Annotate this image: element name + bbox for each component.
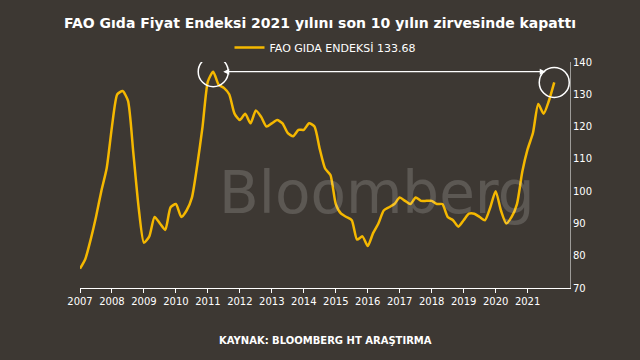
svg-text:2011: 2011 xyxy=(195,296,220,307)
svg-text:2016: 2016 xyxy=(355,296,380,307)
svg-text:2008: 2008 xyxy=(99,296,124,307)
svg-text:2021: 2021 xyxy=(515,296,540,307)
svg-text:2020: 2020 xyxy=(483,296,508,307)
svg-text:130: 130 xyxy=(573,89,592,100)
svg-text:2009: 2009 xyxy=(131,296,156,307)
svg-text:2018: 2018 xyxy=(419,296,444,307)
svg-text:120: 120 xyxy=(573,121,592,132)
svg-text:FAO Gıda Fiyat Endeksi 2021 yı: FAO Gıda Fiyat Endeksi 2021 yılını son 1… xyxy=(64,15,576,31)
svg-text:2012: 2012 xyxy=(227,296,252,307)
svg-text:2017: 2017 xyxy=(387,296,412,307)
svg-text:70: 70 xyxy=(573,283,586,294)
svg-text:2014: 2014 xyxy=(291,296,316,307)
svg-text:140: 140 xyxy=(573,57,592,68)
svg-text:KAYNAK: BLOOMBERG HT ARAŞTIRMA: KAYNAK: BLOOMBERG HT ARAŞTIRMA xyxy=(219,335,432,346)
svg-text:2019: 2019 xyxy=(451,296,476,307)
svg-text:Bloomberg: Bloomberg xyxy=(219,159,535,227)
svg-text:110: 110 xyxy=(573,153,592,164)
svg-text:2010: 2010 xyxy=(163,296,188,307)
svg-text:2007: 2007 xyxy=(67,296,92,307)
svg-text:2013: 2013 xyxy=(259,296,284,307)
svg-text:90: 90 xyxy=(573,218,586,229)
svg-text:2015: 2015 xyxy=(323,296,348,307)
svg-text:80: 80 xyxy=(573,250,586,261)
svg-text:100: 100 xyxy=(573,186,592,197)
svg-text:FAO GIDA ENDEKSİ 133.68: FAO GIDA ENDEKSİ 133.68 xyxy=(270,42,416,55)
